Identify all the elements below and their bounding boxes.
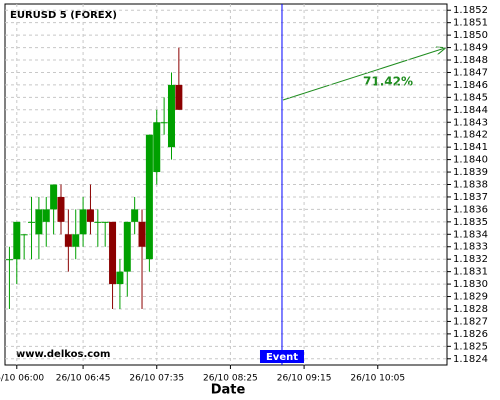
x-tick-label: 26/10 10:05 <box>350 374 405 384</box>
candle-body <box>79 209 87 235</box>
candle-body <box>64 234 72 247</box>
candle-body <box>109 221 117 285</box>
y-tick-label: 1.1848 <box>453 55 488 66</box>
candle-body <box>50 184 58 210</box>
y-tick-label: 1.1824 <box>453 354 488 365</box>
candle-body <box>42 209 50 222</box>
candle-body <box>145 134 153 260</box>
x-tick-label: 26/10 09:15 <box>277 374 332 384</box>
candle-body <box>5 259 13 261</box>
y-tick-label: 1.1846 <box>453 80 488 91</box>
candle-body <box>160 122 168 124</box>
y-tick-label: 1.1833 <box>453 242 488 253</box>
x-tick-label: 26/10 06:00 <box>0 374 44 384</box>
y-tick-label: 1.1836 <box>453 204 488 215</box>
y-tick-label: 1.1827 <box>453 316 488 327</box>
y-tick-label: 1.1851 <box>453 18 488 29</box>
candle-body <box>86 209 94 222</box>
chart-title: EURUSD 5 (FOREX) <box>10 10 117 21</box>
candle-body <box>94 221 102 223</box>
x-tick-label: 26/10 08:25 <box>203 374 258 384</box>
y-tick-label: 1.1828 <box>453 304 488 315</box>
candle-body <box>35 209 43 235</box>
candle-body <box>138 221 146 247</box>
y-tick-label: 1.1838 <box>453 180 488 191</box>
x-axis-label: Date <box>211 383 246 398</box>
y-tick-label: 1.1849 <box>453 43 488 54</box>
y-tick-label: 1.1839 <box>453 167 488 178</box>
y-tick-label: 1.1847 <box>453 67 488 78</box>
candle-body <box>167 84 175 148</box>
y-tick-label: 1.1852 <box>453 5 488 16</box>
candle-body <box>153 122 161 173</box>
candle-body <box>13 221 21 260</box>
y-tick-label: 1.1843 <box>453 117 488 128</box>
y-tick-label: 1.1831 <box>453 267 488 278</box>
annotation: 71.42% <box>363 75 413 89</box>
candle-body <box>20 234 28 236</box>
x-tick-label: 26/10 07:35 <box>129 374 184 384</box>
y-tick-label: 1.1840 <box>453 155 488 166</box>
y-tick-label: 1.1826 <box>453 329 488 340</box>
x-tick-label: 26/10 06:45 <box>56 374 111 384</box>
y-tick-label: 1.1830 <box>453 279 488 290</box>
y-tick-label: 1.1837 <box>453 192 488 203</box>
y-tick-label: 1.1844 <box>453 105 488 116</box>
y-tick-label: 1.1834 <box>453 229 488 240</box>
y-tick-label: 1.1825 <box>453 341 488 352</box>
projection-arrow <box>282 48 445 101</box>
y-tick-label: 1.1835 <box>453 217 488 228</box>
candle-body <box>57 196 65 222</box>
candle-body <box>72 234 80 247</box>
y-tick-label: 1.1850 <box>453 30 488 41</box>
y-tick-label: 1.1842 <box>453 130 488 141</box>
y-tick-label: 1.1845 <box>453 92 488 103</box>
y-tick-label: 1.1841 <box>453 142 488 153</box>
candle-body <box>175 84 183 110</box>
candle-body <box>131 209 139 222</box>
watermark: www.delkos.com <box>16 349 110 360</box>
y-tick-label: 1.1829 <box>453 292 488 303</box>
candle-body <box>28 221 36 223</box>
candle-body <box>101 221 109 223</box>
candle-body <box>123 221 131 272</box>
event-box <box>259 350 304 363</box>
y-tick-label: 1.1832 <box>453 254 488 265</box>
candle-body <box>116 271 124 285</box>
event-label: Event <box>266 352 298 363</box>
